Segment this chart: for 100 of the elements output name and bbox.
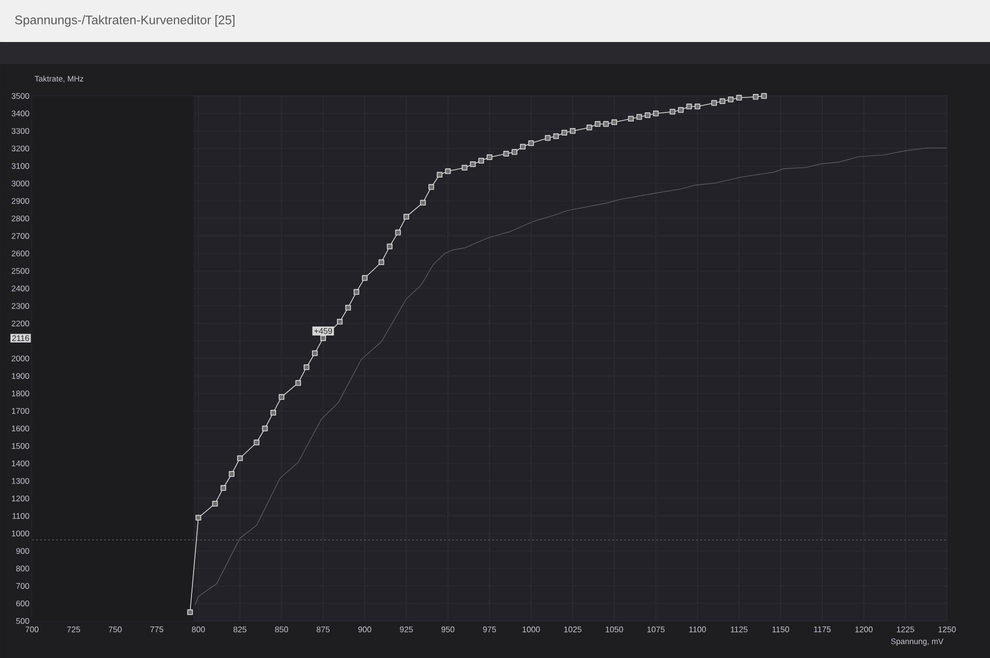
point xyxy=(295,380,301,386)
point xyxy=(528,140,534,146)
x-tick-label: 1075 xyxy=(647,626,665,632)
point xyxy=(336,318,343,325)
point xyxy=(312,350,318,356)
point xyxy=(512,149,518,155)
x-tick-label: 1000 xyxy=(522,626,540,632)
x-tick-label: 750 xyxy=(108,626,122,632)
x-tick-label: 1025 xyxy=(564,626,582,632)
y-tick-label: 2700 xyxy=(12,233,30,239)
point xyxy=(711,100,717,106)
point xyxy=(436,172,442,178)
point xyxy=(428,184,434,190)
point xyxy=(278,394,284,400)
y-tick-label: 3100 xyxy=(12,163,30,169)
point xyxy=(594,121,600,127)
point xyxy=(486,154,492,160)
point xyxy=(395,230,401,236)
y-tick-label: 600 xyxy=(16,600,30,606)
annotation: 2116 xyxy=(12,335,30,342)
point xyxy=(752,94,758,100)
x-tick-label: 700 xyxy=(26,626,38,632)
point xyxy=(187,609,193,616)
x-tick-label: 975 xyxy=(483,626,496,632)
y-tick-label: 500 xyxy=(16,618,30,624)
point xyxy=(345,304,351,311)
y-tick-label: 2500 xyxy=(12,268,30,274)
point xyxy=(562,130,568,136)
x-tick-label: 1125 xyxy=(730,626,748,632)
y-tick-label: 2900 xyxy=(12,198,30,204)
point xyxy=(694,104,700,110)
point xyxy=(404,214,410,220)
point xyxy=(254,440,260,446)
point xyxy=(520,144,526,150)
x-tick-label: 1100 xyxy=(689,626,706,632)
y-tick-label: 1900 xyxy=(12,373,30,379)
x-tick-label: 775 xyxy=(150,626,164,632)
y-tick-label: 1200 xyxy=(12,496,30,502)
point xyxy=(603,121,609,127)
annotation: +459 xyxy=(314,328,332,334)
point xyxy=(228,471,234,477)
y-tick-label: 1400 xyxy=(12,460,30,466)
point xyxy=(304,364,310,370)
y-tick-label: 900 xyxy=(16,548,30,554)
x-tick-label: 1050 xyxy=(606,626,624,632)
point xyxy=(262,426,268,432)
x-tick-label: 1150 xyxy=(772,626,790,632)
point xyxy=(653,110,659,116)
y-tick-label: 1700 xyxy=(12,408,30,414)
x-tick-label: 825 xyxy=(234,626,246,632)
point xyxy=(220,485,226,491)
y-tick-label: 1600 xyxy=(12,426,30,432)
point xyxy=(462,164,468,171)
y-tick-label: 1100 xyxy=(12,513,30,519)
point xyxy=(544,135,551,141)
point xyxy=(686,104,692,110)
point xyxy=(196,514,202,521)
y-tick-label: 2800 xyxy=(12,216,30,222)
y-tick-label: 1300 xyxy=(12,478,30,484)
y-tick-label: 700 xyxy=(16,583,30,589)
point xyxy=(503,150,509,157)
point xyxy=(728,96,734,102)
point xyxy=(720,98,726,104)
x-tick-label: 800 xyxy=(192,626,205,632)
y-tick-label: 3400 xyxy=(12,110,30,116)
x-tick-label: 725 xyxy=(67,626,80,632)
point xyxy=(644,112,650,118)
point xyxy=(736,94,742,101)
y-tick-label: 3500 xyxy=(12,93,30,99)
y-tick-label: 2600 xyxy=(12,250,30,256)
line-series xyxy=(194,148,948,606)
y-tick-label: 3300 xyxy=(12,128,30,134)
point xyxy=(678,107,684,113)
y-tick-label: 2000 xyxy=(12,356,30,362)
y-tick-label: 1000 xyxy=(12,530,30,536)
point xyxy=(628,116,634,122)
y-tick-label: 2300 xyxy=(12,303,30,309)
point xyxy=(636,114,642,120)
point xyxy=(362,275,368,281)
y-tick-label: 2200 xyxy=(12,320,30,326)
x-tick-label: 850 xyxy=(275,626,288,632)
point xyxy=(611,119,618,126)
point xyxy=(386,244,392,250)
point xyxy=(354,289,360,295)
point xyxy=(270,410,276,416)
x-tick-label: 900 xyxy=(358,626,372,632)
x-tick-label: 1225 xyxy=(896,626,914,632)
x-tick-label: 1175 xyxy=(814,626,831,632)
y-tick-label: 2400 xyxy=(12,286,30,292)
y-tick-label: 800 xyxy=(16,566,30,572)
point xyxy=(586,124,592,130)
point xyxy=(445,168,451,174)
x-tick-label: 925 xyxy=(400,626,413,632)
point xyxy=(553,133,559,140)
point xyxy=(670,108,676,115)
point xyxy=(212,500,218,507)
point xyxy=(478,158,484,164)
point xyxy=(420,200,426,206)
point xyxy=(237,455,243,462)
x-tick-label: 1200 xyxy=(855,626,873,632)
